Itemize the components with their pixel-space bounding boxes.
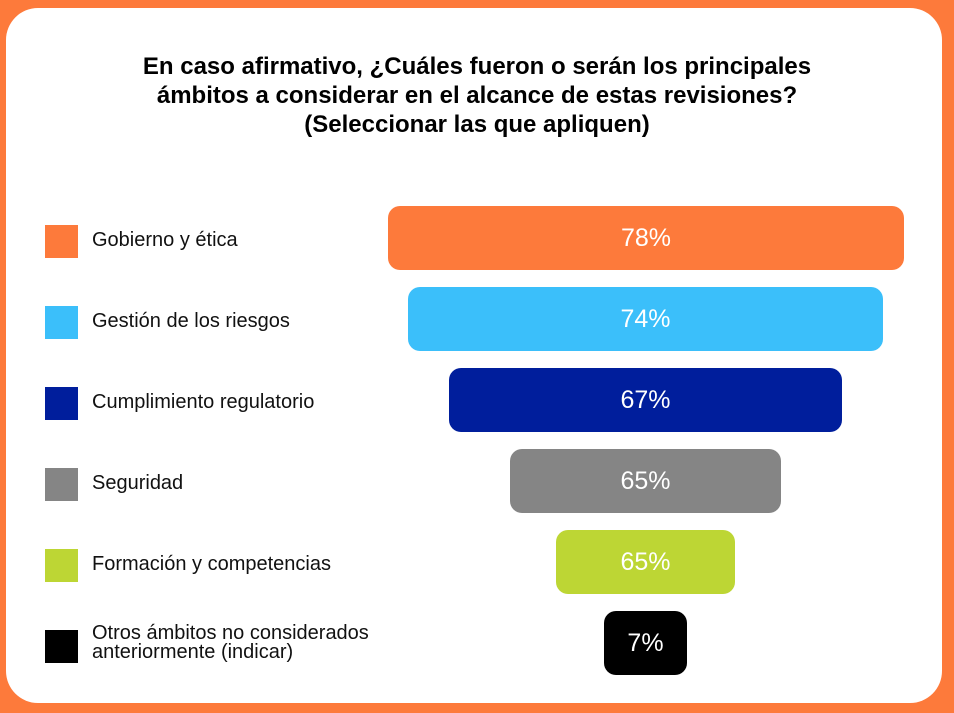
legend-swatch <box>45 630 78 663</box>
bar: 65% <box>556 530 735 594</box>
title-line-1: En caso afirmativo, ¿Cuáles fueron o ser… <box>142 53 812 80</box>
chart-row: Cumplimiento regulatorio 67% <box>0 368 954 432</box>
title-line-3: (Seleccionar las que apliquen) <box>304 111 650 138</box>
chart-row: Gestión de los riesgos 74% <box>0 287 954 351</box>
bar: 74% <box>408 287 883 351</box>
title-line-2: ámbitos a considerar en el alcance de es… <box>156 82 798 109</box>
bar-value-label: 7% <box>627 628 664 657</box>
legend-swatch <box>45 225 78 258</box>
legend-swatch <box>45 549 78 582</box>
chart-row: Gobierno y ética 78% <box>0 206 954 270</box>
legend-label: Formación y competencias <box>92 553 331 575</box>
chart-row: Formación y competencias 65% <box>0 530 954 594</box>
bar: 78% <box>388 206 904 270</box>
legend-label: Seguridad <box>92 472 184 494</box>
legend-label: Cumplimiento regulatorio <box>92 391 315 413</box>
bar-value-label: 74% <box>620 304 671 333</box>
legend-label: Otros ámbitos no considerados anteriorme… <box>92 622 369 663</box>
bar-value-label: 65% <box>620 466 671 495</box>
legend-label: Gestión de los riesgos <box>92 310 290 332</box>
bar: 65% <box>510 449 781 513</box>
chart-row: Seguridad 65% <box>0 449 954 513</box>
legend-label: Gobierno y ética <box>92 229 238 251</box>
legend-swatch <box>45 468 78 501</box>
bar-value-label: 67% <box>620 385 671 414</box>
bar-value-label: 65% <box>620 547 671 576</box>
bar: 67% <box>449 368 842 432</box>
chart-title: En caso afirmativo, ¿Cuáles fueron o ser… <box>0 52 954 139</box>
bar-value-label: 78% <box>620 223 672 252</box>
legend-swatch <box>45 387 78 420</box>
chart-row: Otros ámbitos no considerados anteriorme… <box>0 611 954 675</box>
legend-swatch <box>45 306 78 339</box>
chart-card <box>6 8 942 703</box>
bar: 7% <box>604 611 687 675</box>
